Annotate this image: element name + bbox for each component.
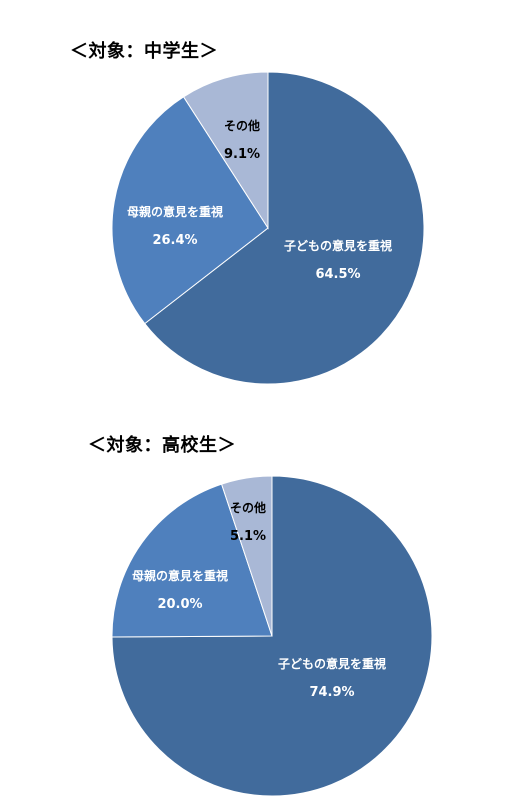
- slice-mother-opinion-label: 母親の意見を重視: [127, 204, 223, 219]
- slice-mother-opinion: [111, 96, 269, 325]
- slice-child-opinion: [111, 475, 433, 797]
- slice-child-opinion-label: 子どもの意見を重視: [284, 238, 392, 253]
- slice-other-value: 5.1%: [230, 529, 266, 544]
- slice-mother-opinion: [111, 483, 273, 638]
- slice-other-value: 9.1%: [224, 147, 260, 162]
- slice-mother-opinion-value: 20.0%: [157, 597, 202, 612]
- pie-chart-junior-high: 子どもの意見を重視 64.5% 母親の意見を重視 26.4% その他 9.1%: [111, 71, 425, 385]
- slice-child-opinion-value: 74.9%: [309, 685, 354, 700]
- slice-child-opinion-value: 64.5%: [315, 267, 360, 282]
- slice-other: [220, 475, 273, 637]
- slice-other-label: その他: [224, 118, 260, 133]
- slice-other-label: その他: [230, 500, 266, 515]
- slice-child-opinion-label: 子どもの意見を重視: [278, 656, 386, 671]
- slice-child-opinion: [144, 71, 425, 385]
- slice-mother-opinion-label: 母親の意見を重視: [132, 568, 228, 583]
- slice-mother-opinion-value: 26.4%: [152, 233, 197, 248]
- chart-title-junior-high: ＜対象：中学生＞: [70, 41, 218, 62]
- chart-title-high-school: ＜対象：高校生＞: [88, 435, 236, 456]
- pie-chart-high-school: 子どもの意見を重視 74.9% 母親の意見を重視 20.0% その他 5.1%: [111, 475, 433, 797]
- slice-other: [182, 71, 269, 230]
